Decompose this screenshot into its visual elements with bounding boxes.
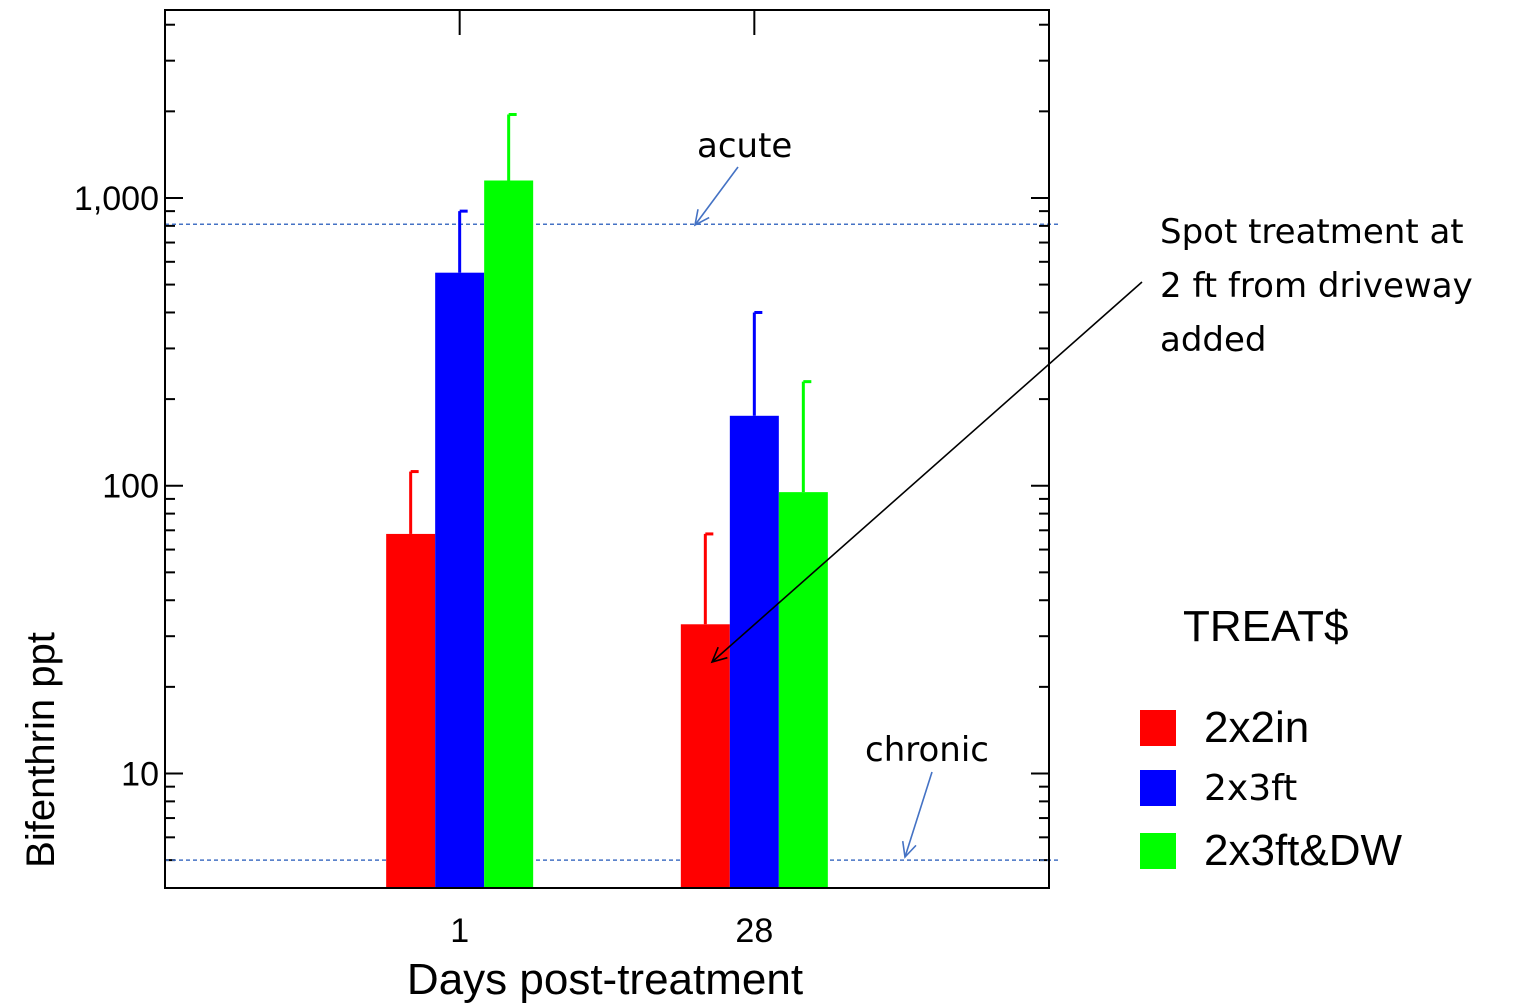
bar-2x3ft-28	[729, 415, 779, 888]
reference-lines	[165, 223, 1058, 861]
legend-label-2x2in: 2x2in	[1204, 703, 1310, 752]
spot-treatment-arrow-head	[710, 646, 728, 664]
spot-note-line-3: added	[1160, 320, 1267, 360]
annotation-arrows	[693, 166, 1143, 859]
y-axis-label: Bifenthrin ppt	[18, 632, 63, 868]
legend-item-2x2in: 2x2in	[1140, 703, 1310, 752]
plot-frame	[164, 9, 1050, 889]
acute-arrow-head	[693, 209, 710, 227]
x-axis-label: Days post-treatment	[406, 955, 804, 1004]
bar-2x3ft&DW-1	[484, 180, 534, 889]
legend-swatch-2x2in	[1140, 710, 1176, 746]
legend-label-2x3ft: 2x3ft	[1204, 767, 1298, 809]
x-tick-label: 28	[735, 912, 773, 950]
legend-item-2x3ft-dw: 2x3ft&DW	[1140, 826, 1403, 875]
x-tick-labels: 1 28	[450, 912, 773, 950]
spot-note-line-2: 2 ft from driveway	[1160, 266, 1473, 306]
axis-ticks	[165, 10, 1049, 889]
bar-2x2in-28	[680, 624, 730, 888]
spot-treatment-note: Spot treatment at 2 ft from driveway add…	[1160, 205, 1530, 367]
y-tick-labels: 10 100 1,000	[74, 180, 159, 794]
legend-label-2x3ft-dw: 2x3ft&DW	[1204, 826, 1403, 875]
y-tick-label: 1,000	[74, 180, 159, 218]
bars	[386, 180, 828, 889]
y-tick-label: 10	[121, 755, 159, 793]
spot-note-line-1: Spot treatment at	[1160, 212, 1464, 252]
spot-treatment-arrow	[711, 281, 1143, 663]
acute-annotation: acute	[697, 126, 793, 166]
error-bars	[409, 113, 812, 625]
chronic-arrow-head	[901, 841, 917, 859]
chronic-arrow	[904, 771, 933, 858]
legend-title: TREAT$	[1183, 602, 1349, 651]
bar-2x3ft-1	[435, 272, 485, 888]
legend-swatch-2x3ft-dw	[1140, 833, 1176, 869]
chronic-annotation: chronic	[865, 730, 989, 770]
acute-arrow	[694, 166, 739, 226]
y-tick-label: 100	[102, 468, 159, 506]
legend-item-2x3ft: 2x3ft	[1140, 764, 1297, 812]
bar-2x3ft&DW-28	[778, 492, 828, 888]
bar-2x2in-1	[386, 533, 436, 888]
legend-swatch-2x3ft	[1140, 770, 1176, 806]
x-tick-label: 1	[450, 912, 469, 950]
